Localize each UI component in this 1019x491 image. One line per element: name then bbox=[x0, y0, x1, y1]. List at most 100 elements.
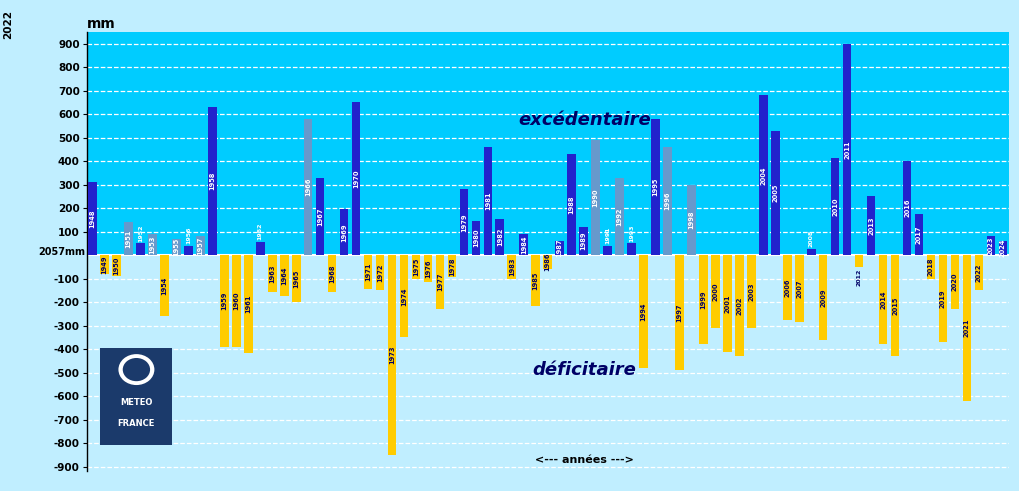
Bar bbox=[951, 255, 959, 309]
Bar bbox=[268, 255, 276, 292]
Bar bbox=[891, 255, 900, 356]
Bar bbox=[711, 255, 719, 328]
Bar bbox=[819, 255, 827, 340]
Text: 1982: 1982 bbox=[497, 228, 502, 246]
Bar bbox=[628, 244, 636, 255]
Text: 1996: 1996 bbox=[664, 192, 671, 210]
Bar bbox=[495, 218, 504, 255]
Bar bbox=[568, 154, 576, 255]
Bar bbox=[520, 234, 528, 255]
Text: 2014: 2014 bbox=[880, 291, 887, 309]
Text: 1979: 1979 bbox=[461, 213, 467, 232]
Bar bbox=[915, 214, 923, 255]
Text: 2015: 2015 bbox=[892, 297, 898, 315]
Text: 1952: 1952 bbox=[138, 224, 143, 242]
Text: 1983: 1983 bbox=[508, 258, 515, 276]
Bar bbox=[87, 32, 1009, 255]
Bar bbox=[89, 182, 97, 255]
Text: 1950: 1950 bbox=[113, 257, 119, 275]
Text: 1980: 1980 bbox=[473, 229, 479, 247]
Bar bbox=[938, 255, 948, 342]
Text: 2005: 2005 bbox=[772, 184, 779, 202]
Bar bbox=[112, 255, 121, 276]
Bar bbox=[867, 196, 875, 255]
Text: 2003: 2003 bbox=[748, 282, 754, 301]
Text: 2010: 2010 bbox=[833, 197, 839, 216]
Bar bbox=[387, 255, 396, 455]
Text: 2024: 2024 bbox=[1000, 239, 1006, 257]
Text: 2018: 2018 bbox=[928, 258, 934, 276]
Bar bbox=[591, 140, 600, 255]
Text: 2001: 2001 bbox=[725, 294, 731, 313]
Bar bbox=[100, 255, 109, 274]
Text: 1949: 1949 bbox=[102, 255, 108, 274]
Text: 1998: 1998 bbox=[689, 211, 694, 229]
Text: 1948: 1948 bbox=[90, 210, 96, 228]
Text: 1984: 1984 bbox=[521, 235, 527, 254]
Bar bbox=[651, 119, 660, 255]
Text: 1973: 1973 bbox=[389, 346, 395, 364]
Text: 2023: 2023 bbox=[987, 237, 994, 255]
Bar bbox=[903, 161, 911, 255]
Bar bbox=[435, 255, 444, 309]
Bar bbox=[878, 255, 888, 345]
Text: 2022: 2022 bbox=[976, 264, 982, 282]
Bar bbox=[291, 255, 301, 302]
Text: 1990: 1990 bbox=[593, 189, 598, 207]
Text: 1957: 1957 bbox=[198, 237, 204, 255]
Text: 1967: 1967 bbox=[317, 207, 323, 226]
Bar bbox=[412, 255, 420, 279]
Bar bbox=[256, 242, 265, 255]
Text: 1976: 1976 bbox=[425, 259, 431, 278]
Bar bbox=[196, 236, 205, 255]
Text: 2007: 2007 bbox=[796, 279, 802, 298]
Bar bbox=[244, 255, 253, 353]
Text: 1994: 1994 bbox=[641, 302, 646, 321]
Text: 1962: 1962 bbox=[258, 223, 263, 241]
Bar bbox=[328, 255, 336, 292]
Text: 1995: 1995 bbox=[652, 178, 658, 196]
Bar bbox=[699, 255, 708, 345]
Bar bbox=[460, 190, 468, 255]
Bar bbox=[160, 255, 169, 316]
Text: 1966: 1966 bbox=[305, 178, 311, 196]
Bar bbox=[376, 255, 384, 290]
Bar bbox=[124, 222, 132, 255]
Bar bbox=[232, 255, 240, 347]
Text: déficitaire: déficitaire bbox=[533, 361, 637, 379]
Text: 1955: 1955 bbox=[173, 238, 179, 256]
Bar bbox=[663, 147, 672, 255]
Text: 1991: 1991 bbox=[605, 226, 610, 244]
Text: 1961: 1961 bbox=[246, 295, 252, 313]
Text: excédentaire: excédentaire bbox=[519, 111, 651, 129]
Bar bbox=[148, 234, 157, 255]
Text: 1985: 1985 bbox=[533, 271, 539, 290]
Text: 1956: 1956 bbox=[185, 226, 191, 244]
Bar bbox=[484, 147, 492, 255]
Text: 1953: 1953 bbox=[150, 235, 156, 254]
Bar bbox=[304, 119, 313, 255]
Bar bbox=[974, 255, 983, 290]
Bar bbox=[543, 255, 552, 269]
Bar bbox=[555, 241, 564, 255]
Bar bbox=[783, 255, 792, 320]
Bar bbox=[855, 255, 863, 267]
Bar bbox=[723, 255, 732, 352]
Bar bbox=[747, 255, 756, 328]
Bar bbox=[830, 158, 840, 255]
Text: 2016: 2016 bbox=[904, 199, 910, 218]
Text: 1954: 1954 bbox=[161, 276, 167, 295]
Bar bbox=[676, 255, 684, 370]
Bar bbox=[735, 255, 744, 356]
Text: 2020: 2020 bbox=[952, 273, 958, 292]
Text: 1971: 1971 bbox=[365, 263, 371, 281]
Bar bbox=[759, 95, 767, 255]
Text: 1993: 1993 bbox=[629, 224, 634, 242]
Text: 1960: 1960 bbox=[233, 292, 239, 310]
Text: 2004: 2004 bbox=[760, 166, 766, 185]
Bar bbox=[807, 249, 815, 255]
Bar bbox=[399, 255, 409, 337]
Text: 1964: 1964 bbox=[281, 267, 287, 285]
Bar bbox=[843, 44, 852, 255]
Text: 1951: 1951 bbox=[125, 229, 131, 248]
